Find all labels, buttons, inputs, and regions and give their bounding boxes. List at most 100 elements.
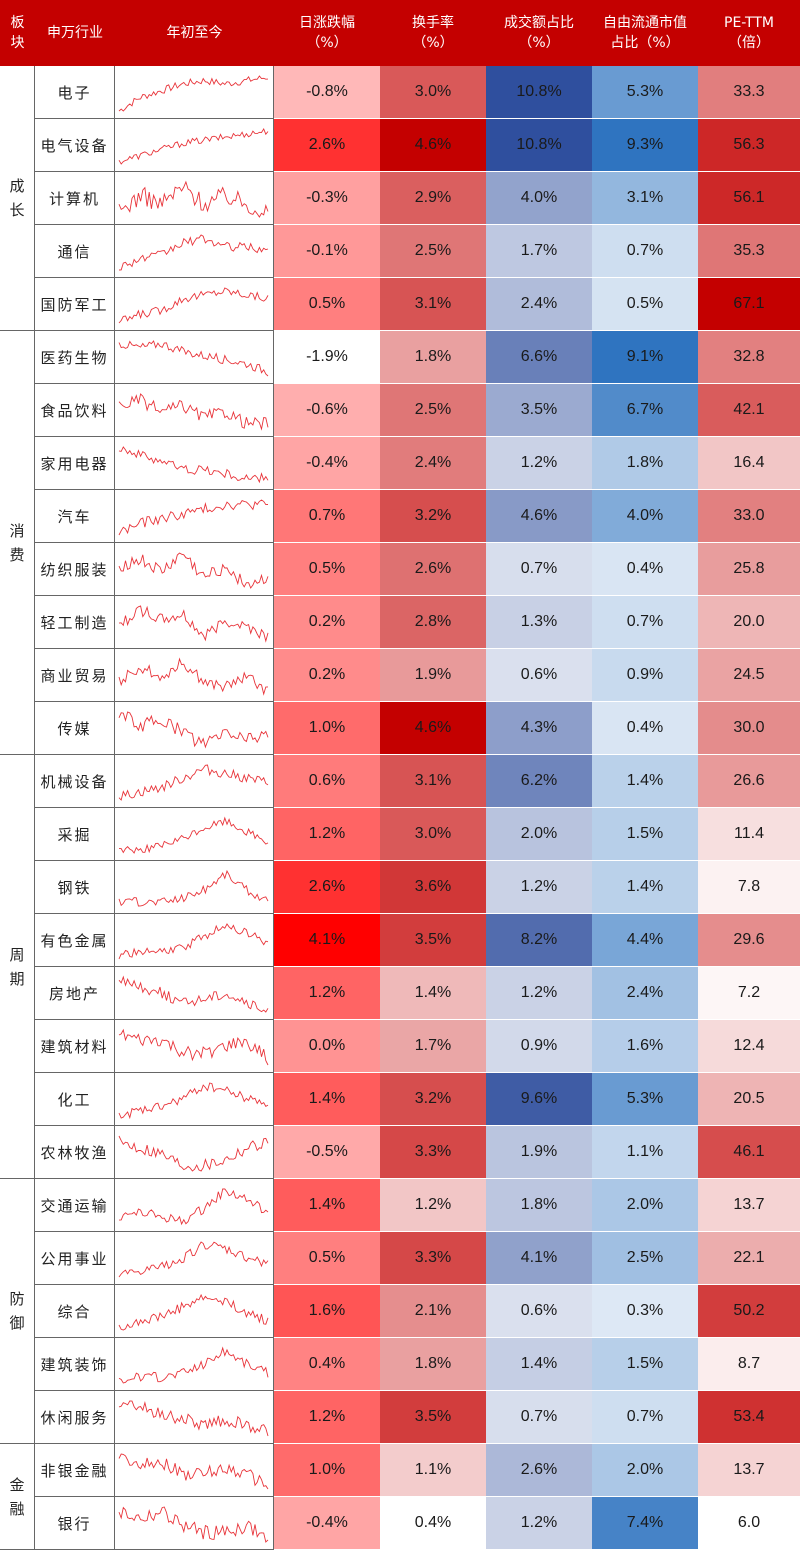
value-turnover: 3.2% (380, 1073, 486, 1126)
value-change: 1.0% (274, 1444, 380, 1497)
value-change: 1.6% (274, 1285, 380, 1338)
header-floatcap: 自由流通市值 占比（%） (592, 0, 698, 66)
value-amount: 1.8% (486, 1179, 592, 1232)
value-turnover: 2.4% (380, 437, 486, 490)
value-floatcap: 4.0% (592, 490, 698, 543)
header-line: 板 (10, 15, 25, 31)
value-turnover: 4.6% (380, 119, 486, 172)
value-amount: 0.7% (486, 543, 592, 596)
sparkline-path (118, 1453, 269, 1490)
value-amount: 0.9% (486, 1020, 592, 1073)
sparkline (118, 1135, 269, 1172)
value-amount: 3.5% (486, 384, 592, 437)
value-turnover: 1.9% (380, 649, 486, 702)
value-pe: 29.6 (698, 914, 800, 967)
value-floatcap: 7.4% (592, 1497, 698, 1550)
header-line: 成 (9, 177, 25, 195)
sparkline-path (118, 764, 269, 801)
sparkline (118, 657, 269, 696)
value-change: -0.6% (274, 384, 380, 437)
value-pe: 7.2 (698, 967, 800, 1020)
sparkline (118, 552, 269, 589)
value-floatcap: 0.9% (592, 649, 698, 702)
industry-label: 综合 (35, 1285, 115, 1338)
value-floatcap: 0.7% (592, 225, 698, 278)
value-pe: 20.0 (698, 596, 800, 649)
industry-label: 轻工制造 (35, 596, 115, 649)
header-line: 消 (9, 521, 25, 540)
sparkline (118, 1453, 269, 1490)
value-amount: 2.4% (486, 278, 592, 331)
value-turnover: 3.5% (380, 1391, 486, 1444)
value-floatcap: 1.1% (592, 1126, 698, 1179)
header-industry: 申万行业 (35, 0, 115, 66)
sparkline (119, 816, 269, 854)
sparkline (118, 975, 269, 1013)
sparkline-cell (115, 596, 274, 649)
header-line: 自由流通市值 (603, 15, 687, 31)
sparkline-cell (115, 1179, 274, 1232)
value-amount: 10.8% (486, 66, 592, 119)
value-turnover: 2.5% (380, 384, 486, 437)
value-floatcap: 4.4% (592, 914, 698, 967)
sparkline (118, 605, 269, 643)
industry-label: 通信 (35, 225, 115, 278)
value-pe: 26.6 (698, 755, 800, 808)
industry-label: 国防军工 (35, 278, 115, 331)
value-floatcap: 0.4% (592, 543, 698, 596)
value-amount: 4.0% (486, 172, 592, 225)
value-amount: 0.6% (486, 649, 592, 702)
value-floatcap: 0.3% (592, 1285, 698, 1338)
value-amount: 6.6% (486, 331, 592, 384)
header-line: （%） (412, 35, 454, 51)
sparkline (118, 287, 269, 324)
value-turnover: 2.6% (380, 543, 486, 596)
sparkline-path (118, 340, 269, 377)
sparkline-cell (115, 1020, 274, 1073)
sparkline-cell (115, 755, 274, 808)
value-turnover: 2.8% (380, 596, 486, 649)
value-floatcap: 9.1% (592, 331, 698, 384)
sparkline-cell (115, 967, 274, 1020)
header-pe: PE-TTM （倍） (698, 0, 800, 66)
value-turnover: 3.1% (380, 755, 486, 808)
industry-label: 公用事业 (35, 1232, 115, 1285)
sparkline (118, 446, 269, 484)
value-turnover: 3.3% (380, 1232, 486, 1285)
sparkline-cell (115, 1126, 274, 1179)
sparkline-path (118, 657, 269, 696)
header-line: （%） (518, 35, 560, 51)
industry-label: 机械设备 (35, 755, 115, 808)
value-turnover: 1.2% (380, 1179, 486, 1232)
sparkline-cell (115, 66, 274, 119)
value-pe: 35.3 (698, 225, 800, 278)
value-floatcap: 1.5% (592, 808, 698, 861)
header-line: 成交额占比 (504, 15, 574, 31)
value-change: 1.4% (274, 1073, 380, 1126)
industry-label: 电气设备 (35, 119, 115, 172)
header-change: 日涨跌幅 （%） (274, 0, 380, 66)
value-turnover: 4.6% (380, 702, 486, 755)
value-turnover: 1.8% (380, 1338, 486, 1391)
sparkline (118, 128, 269, 165)
value-amount: 2.0% (486, 808, 592, 861)
industry-label: 房地产 (35, 967, 115, 1020)
header-line: 长 (9, 201, 25, 219)
value-pe: 53.4 (698, 1391, 800, 1444)
value-pe: 13.7 (698, 1444, 800, 1497)
sparkline (118, 340, 269, 377)
value-turnover: 3.6% (380, 861, 486, 914)
sparkline-path (118, 1346, 269, 1384)
header-amount: 成交额占比 （%） (486, 0, 592, 66)
sparkline-cell (115, 331, 274, 384)
value-change: -1.9% (274, 331, 380, 384)
sparkline-cell (115, 1338, 274, 1391)
sparkline-cell (115, 1497, 274, 1550)
value-turnover: 3.5% (380, 914, 486, 967)
sparkline (118, 75, 269, 112)
sparkline-cell (115, 278, 274, 331)
industry-label: 钢铁 (35, 861, 115, 914)
sparkline-cell (115, 119, 274, 172)
sparkline-path (118, 1293, 269, 1331)
value-turnover: 2.5% (380, 225, 486, 278)
